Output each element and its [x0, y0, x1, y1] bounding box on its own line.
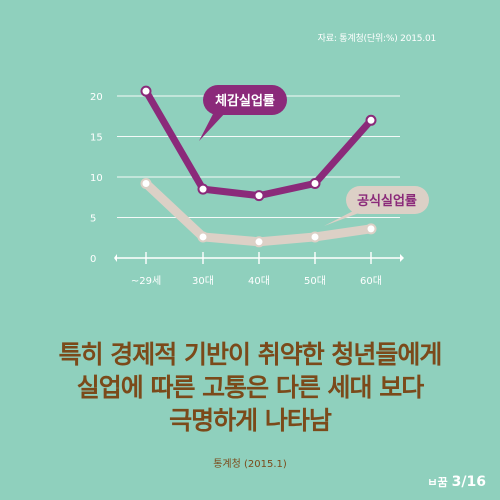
data-point: [309, 231, 321, 243]
x-axis-arrow: [400, 254, 404, 262]
callout-bubble: [203, 85, 287, 115]
x-tick-label: 30대: [192, 275, 214, 287]
x-axis-arrow: [114, 254, 117, 262]
y-tick-label: 5: [90, 214, 96, 225]
data-point: [365, 114, 377, 126]
y-tick-label: 15: [90, 133, 103, 144]
callout-official: 공식실업률: [324, 186, 429, 226]
data-point: [253, 190, 265, 202]
x-tick-label: 50대: [304, 275, 326, 287]
x-tick-label: 40대: [248, 275, 270, 287]
y-tick-label: 0: [90, 254, 96, 265]
source-caption: 통계청 (2015.1): [213, 459, 287, 470]
series: [140, 85, 377, 248]
data-point: [197, 231, 209, 243]
data-point: [140, 85, 152, 97]
callout-tail: [324, 210, 367, 226]
callout-tail: [199, 112, 226, 141]
page-indicator: ㅂ꿈 3/16: [427, 474, 486, 490]
logo-mark: ㅂ꿈: [427, 476, 448, 489]
data-point: [140, 177, 152, 189]
headline-line: 실업에 따른 고통은 다른 세대 보다: [76, 373, 425, 402]
y-tick-label: 20: [90, 92, 103, 103]
y-tick-label: 10: [90, 173, 103, 184]
page-number: 3/16: [451, 474, 486, 490]
callout-bubble: [346, 186, 429, 214]
data-point: [253, 236, 265, 248]
data-point: [309, 177, 321, 189]
data-point: [365, 223, 377, 235]
source-note: 자료: 통계청(단위:%) 2015.01: [317, 34, 437, 44]
headline-line: 특히 경제적 기반이 취약한 청년들에게: [58, 340, 443, 369]
x-tick-label: 60대: [360, 275, 382, 287]
callout-felt: 체감실업률: [199, 85, 287, 141]
callout-label: 공식실업률: [357, 193, 417, 209]
headline-line: 극명하게 나타남: [169, 406, 332, 435]
x-axis: ~29세 30대 40대 50대 60대: [114, 252, 404, 287]
y-axis-ticks: 0 5 10 15 20: [90, 92, 103, 265]
data-point: [197, 183, 209, 195]
headline: 특히 경제적 기반이 취약한 청년들에게 실업에 따른 고통은 다른 세대 보다…: [0, 338, 500, 437]
x-tick-label: ~29세: [131, 275, 161, 287]
callout-label: 체감실업률: [215, 93, 275, 109]
